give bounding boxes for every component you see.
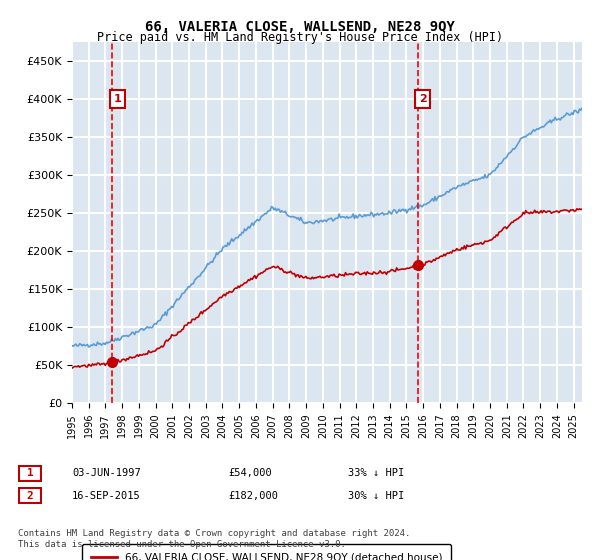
Text: Contains HM Land Registry data © Crown copyright and database right 2024.
This d: Contains HM Land Registry data © Crown c… [18, 529, 410, 549]
66, VALERIA CLOSE, WALLSEND, NE28 9QY (detached house) [573, 206, 580, 212]
Text: 2: 2 [26, 491, 34, 501]
66, VALERIA CLOSE, WALLSEND, NE28 9QY (detached house) [389, 267, 397, 273]
Text: 2: 2 [419, 94, 427, 104]
HPI: Average price, detached house, North Tyneside: (2.01e+03, 2.21e+05): Average price, detached house, North Tyn… [236, 231, 243, 238]
HPI: Average price, detached house, North Tyneside: (2e+03, 9.03e+04): Average price, detached house, North Tyn… [131, 331, 138, 338]
HPI: Average price, detached house, North Tyneside: (2.03e+03, 3.88e+05): Average price, detached house, North Tyn… [578, 105, 586, 111]
HPI: Average price, detached house, North Tyneside: (2.01e+03, 2.56e+05): Average price, detached house, North Tyn… [272, 205, 279, 212]
Text: Price paid vs. HM Land Registry's House Price Index (HPI): Price paid vs. HM Land Registry's House … [97, 31, 503, 44]
FancyBboxPatch shape [19, 488, 41, 503]
Text: £182,000: £182,000 [228, 491, 278, 501]
Text: £54,000: £54,000 [228, 468, 272, 478]
Text: 30% ↓ HPI: 30% ↓ HPI [348, 491, 404, 501]
Line: 66, VALERIA CLOSE, WALLSEND, NE28 9QY (detached house): 66, VALERIA CLOSE, WALLSEND, NE28 9QY (d… [72, 209, 582, 368]
Line: HPI: Average price, detached house, North Tyneside: HPI: Average price, detached house, Nort… [72, 108, 582, 347]
HPI: Average price, detached house, North Tyneside: (2.01e+03, 2.54e+05): Average price, detached house, North Tyn… [391, 206, 398, 213]
HPI: Average price, detached house, North Tyneside: (2e+03, 7.57e+04): Average price, detached house, North Tyn… [68, 342, 76, 349]
HPI: Average price, detached house, North Tyneside: (2.02e+03, 2.72e+05): Average price, detached house, North Tyn… [438, 193, 445, 199]
66, VALERIA CLOSE, WALLSEND, NE28 9QY (detached house) [130, 354, 137, 361]
66, VALERIA CLOSE, WALLSEND, NE28 9QY (detached house) [578, 206, 586, 213]
Text: 16-SEP-2015: 16-SEP-2015 [72, 491, 141, 501]
66, VALERIA CLOSE, WALLSEND, NE28 9QY (detached house) [271, 263, 278, 270]
Text: 1: 1 [113, 94, 121, 104]
HPI: Average price, detached house, North Tyneside: (2.02e+03, 2.74e+05): Average price, detached house, North Tyn… [440, 192, 448, 198]
Text: 33% ↓ HPI: 33% ↓ HPI [348, 468, 404, 478]
66, VALERIA CLOSE, WALLSEND, NE28 9QY (detached house) [68, 365, 76, 371]
HPI: Average price, detached house, North Tyneside: (2e+03, 7.41e+04): Average price, detached house, North Tyn… [85, 343, 92, 350]
Text: 66, VALERIA CLOSE, WALLSEND, NE28 9QY: 66, VALERIA CLOSE, WALLSEND, NE28 9QY [145, 20, 455, 34]
66, VALERIA CLOSE, WALLSEND, NE28 9QY (detached house) [437, 253, 444, 260]
66, VALERIA CLOSE, WALLSEND, NE28 9QY (detached house) [439, 253, 446, 260]
FancyBboxPatch shape [19, 466, 41, 480]
Text: 1: 1 [26, 468, 34, 478]
Legend: 66, VALERIA CLOSE, WALLSEND, NE28 9QY (detached house), HPI: Average price, deta: 66, VALERIA CLOSE, WALLSEND, NE28 9QY (d… [82, 544, 451, 560]
66, VALERIA CLOSE, WALLSEND, NE28 9QY (detached house) [235, 283, 242, 290]
Text: 03-JUN-1997: 03-JUN-1997 [72, 468, 141, 478]
